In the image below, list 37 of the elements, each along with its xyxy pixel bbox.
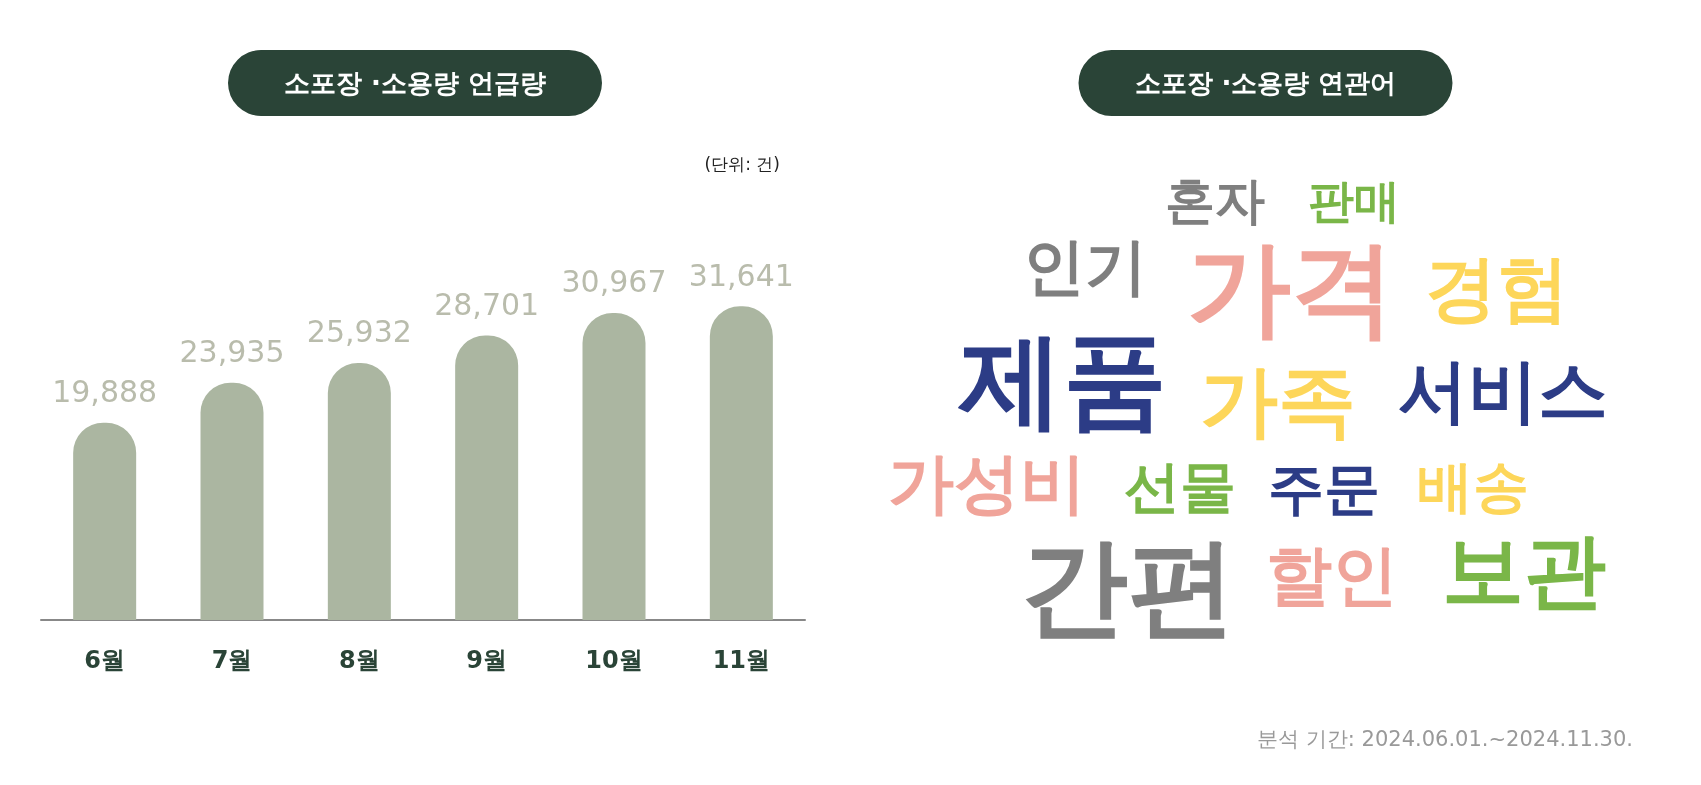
bar: [582, 312, 646, 620]
text: 분석 기간: 2024.06.01.~2024.11.30.: [1257, 726, 1633, 751]
text: (단위: 건): [704, 153, 780, 174]
category-label: 제품: [957, 319, 1167, 441]
category-label: 가성비: [888, 444, 1086, 522]
data-label: 30,967: [561, 264, 667, 300]
category-label: 주문: [1268, 455, 1380, 521]
category-label: 가격: [1187, 227, 1395, 349]
category-label: 인기: [1023, 229, 1147, 303]
x-tick-label: 9월: [466, 646, 508, 674]
bar: [455, 335, 519, 620]
bar: [327, 362, 391, 620]
data-label: 25,932: [306, 314, 412, 350]
category-label: 배송: [1417, 453, 1529, 519]
text: 소포장 ·소용량 연관어: [1134, 68, 1397, 98]
x-tick-label: 6월: [84, 646, 126, 674]
bar: [200, 382, 264, 620]
chart-title: 소포장 ·소용량 언급량: [284, 68, 546, 98]
data-label: 28,701: [434, 286, 540, 322]
x-tick-label: 11월: [712, 646, 771, 674]
category-label: 혼자: [1165, 172, 1265, 230]
category-label: 할인: [1266, 536, 1398, 614]
data-label: 23,935: [179, 334, 285, 370]
category-label: 간편: [1020, 523, 1236, 649]
category-label: 보관: [1442, 522, 1606, 618]
category-label: 경험: [1425, 246, 1569, 330]
data-label: 19,888: [52, 374, 158, 410]
bar: [709, 306, 773, 620]
category-label: 서비스: [1398, 350, 1608, 432]
data-label: 31,641: [688, 257, 794, 293]
category-label: 선물: [1124, 453, 1236, 519]
x-tick-label: 7월: [211, 646, 253, 674]
x-tick-label: 8월: [338, 646, 380, 674]
bar: [73, 422, 137, 620]
category-label: 판매: [1308, 174, 1400, 228]
category-label: 가족: [1200, 356, 1356, 446]
x-tick-label: 10월: [585, 646, 643, 674]
